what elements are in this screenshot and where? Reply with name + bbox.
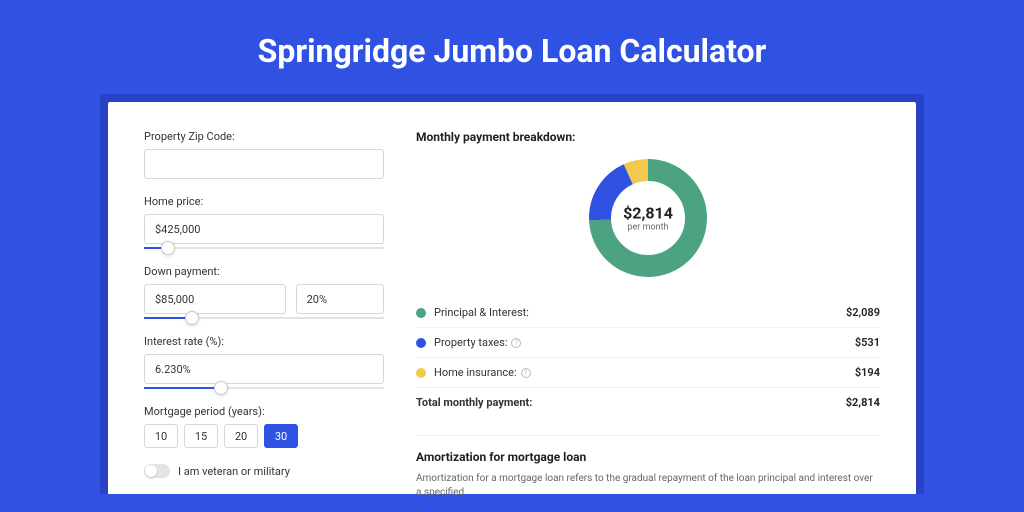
breakdown-label-principal: Principal & Interest: (434, 306, 846, 319)
calculator-card: Property Zip Code: Home price: Down paym… (108, 102, 916, 494)
breakdown-label-total: Total monthly payment: (416, 396, 846, 409)
down-label: Down payment: (144, 265, 384, 278)
down-slider[interactable] (144, 317, 384, 319)
breakdown-label-insurance: Home insurance: ? (434, 366, 855, 379)
veteran-toggle[interactable] (144, 464, 170, 478)
dot-taxes-icon (416, 338, 426, 348)
dot-insurance-icon (416, 368, 426, 378)
period-30-button[interactable]: 30 (264, 424, 298, 448)
down-slider-thumb[interactable] (185, 311, 199, 325)
breakdown-value-principal: $2,089 (846, 306, 880, 319)
donut-center: $2,814 per month (623, 204, 673, 233)
breakdown-panel: Monthly payment breakdown: $2,814 per mo… (416, 130, 880, 494)
period-field: Mortgage period (years): 10 15 20 30 (144, 405, 384, 448)
rate-slider[interactable] (144, 387, 384, 389)
down-pct-input[interactable] (296, 284, 384, 314)
breakdown-row-total: Total monthly payment: $2,814 (416, 388, 880, 417)
period-20-button[interactable]: 20 (224, 424, 258, 448)
amortization-text: Amortization for a mortgage loan refers … (416, 472, 880, 500)
zip-label: Property Zip Code: (144, 130, 384, 143)
rate-slider-thumb[interactable] (214, 381, 228, 395)
veteran-label: I am veteran or military (178, 465, 290, 478)
page-header: Springridge Jumbo Loan Calculator (0, 0, 1024, 94)
amortization-title: Amortization for mortgage loan (416, 450, 880, 464)
rate-input[interactable] (144, 354, 384, 384)
breakdown-row-taxes: Property taxes: ? $531 (416, 328, 880, 358)
breakdown-title: Monthly payment breakdown: (416, 130, 880, 144)
dot-principal-icon (416, 308, 426, 318)
breakdown-value-total: $2,814 (846, 396, 880, 409)
rate-field: Interest rate (%): (144, 335, 384, 389)
amortization-section: Amortization for mortgage loan Amortizat… (416, 435, 880, 500)
info-taxes-icon[interactable]: ? (511, 338, 521, 348)
breakdown-row-principal: Principal & Interest: $2,089 (416, 298, 880, 328)
breakdown-value-taxes: $531 (855, 336, 880, 349)
zip-field: Property Zip Code: (144, 130, 384, 179)
period-buttons: 10 15 20 30 (144, 424, 384, 448)
breakdown-value-insurance: $194 (855, 366, 880, 379)
veteran-toggle-knob (145, 465, 157, 477)
period-10-button[interactable]: 10 (144, 424, 178, 448)
donut-amount: $2,814 (623, 204, 673, 223)
donut-sub: per month (623, 223, 673, 233)
payment-donut-chart: $2,814 per month (588, 158, 708, 278)
zip-input[interactable] (144, 149, 384, 179)
veteran-row: I am veteran or military (144, 464, 384, 478)
info-insurance-icon[interactable]: ? (521, 368, 531, 378)
rate-slider-fill (144, 387, 221, 389)
period-label: Mortgage period (years): (144, 405, 384, 418)
donut-wrap: $2,814 per month (416, 158, 880, 278)
card-shadow: Property Zip Code: Home price: Down paym… (100, 94, 924, 494)
rate-label: Interest rate (%): (144, 335, 384, 348)
period-15-button[interactable]: 15 (184, 424, 218, 448)
down-amount-input[interactable] (144, 284, 286, 314)
price-slider[interactable] (144, 247, 384, 249)
breakdown-label-taxes: Property taxes: ? (434, 336, 855, 349)
breakdown-row-insurance: Home insurance: ? $194 (416, 358, 880, 388)
price-slider-thumb[interactable] (161, 241, 175, 255)
price-field: Home price: (144, 195, 384, 249)
down-field: Down payment: (144, 265, 384, 319)
price-label: Home price: (144, 195, 384, 208)
page-title: Springridge Jumbo Loan Calculator (0, 32, 1024, 70)
price-input[interactable] (144, 214, 384, 244)
inputs-panel: Property Zip Code: Home price: Down paym… (144, 130, 384, 494)
